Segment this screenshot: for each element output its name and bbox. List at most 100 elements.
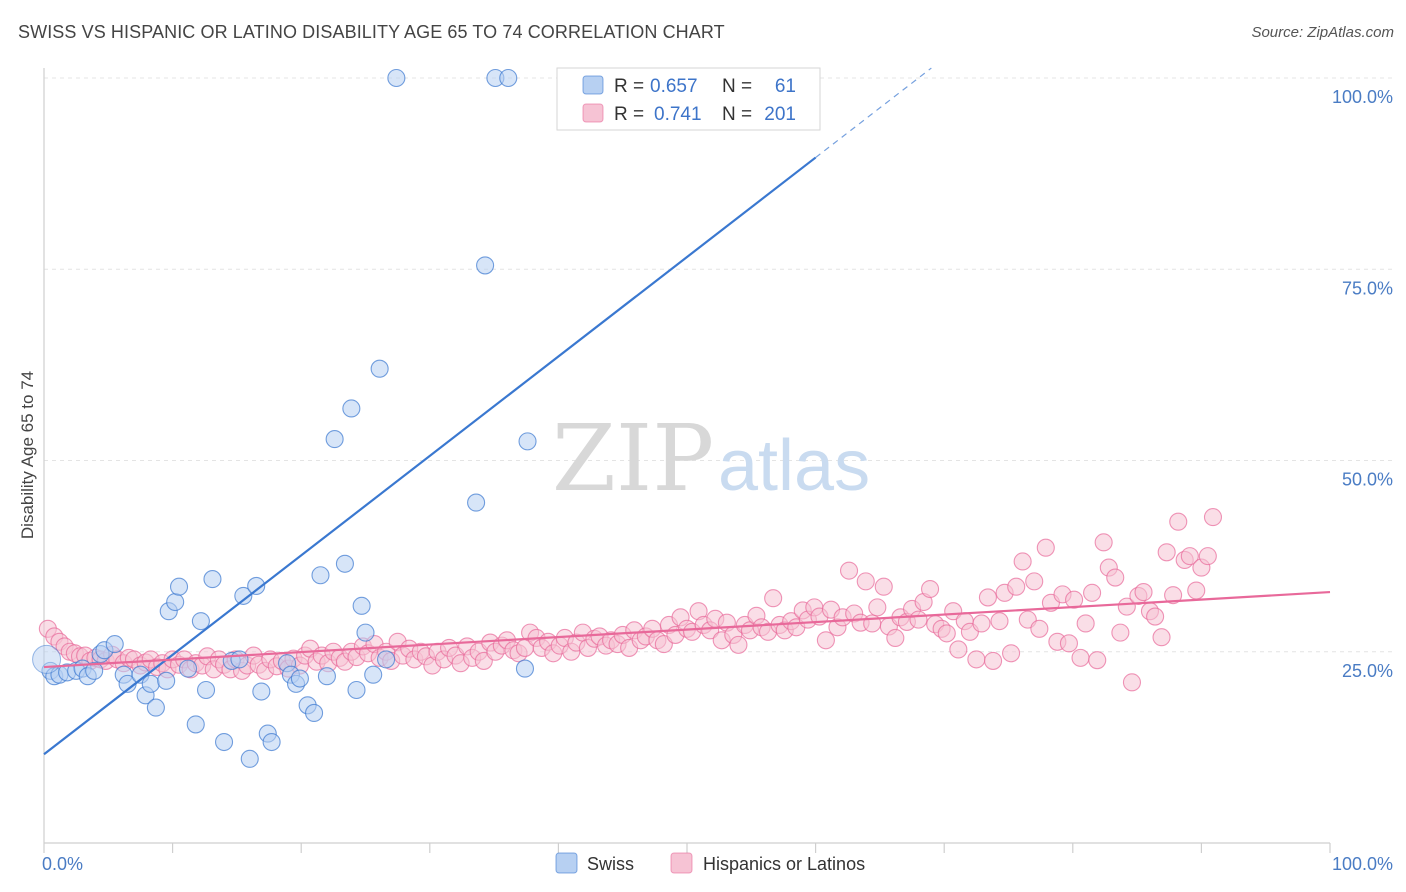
swiss-point-30 bbox=[240, 749, 259, 768]
hispanic-point-166 bbox=[990, 612, 1009, 631]
y-axis-title: Disability Age 65 to 74 bbox=[18, 371, 37, 539]
hispanic-point-196 bbox=[1164, 586, 1183, 605]
hispanic-point-172 bbox=[1025, 572, 1044, 591]
swiss-point-34 bbox=[262, 732, 281, 752]
hispanic-point-152 bbox=[909, 610, 928, 629]
swiss-point-large bbox=[32, 644, 62, 674]
swiss-point-19 bbox=[166, 592, 185, 612]
swiss-point-50 bbox=[370, 359, 389, 378]
hispanic-point-168 bbox=[1002, 644, 1021, 663]
chart-title: SWISS VS HISPANIC OR LATINO DISABILITY A… bbox=[18, 22, 725, 42]
hispanic-point-194 bbox=[1152, 628, 1171, 647]
legend-swiss-swatch bbox=[555, 852, 578, 874]
y-tick-label-3: 100.0% bbox=[1332, 87, 1393, 107]
swiss-point-28 bbox=[230, 650, 249, 669]
y-tick-labels: 25.0% 50.0% 75.0% 100.0% bbox=[1332, 87, 1393, 681]
swiss-point-31 bbox=[247, 576, 266, 596]
swiss-point-23 bbox=[191, 612, 210, 631]
swiss-point-32 bbox=[252, 682, 271, 701]
swiss-point-40 bbox=[305, 703, 324, 723]
legend-hispanic-label: Hispanics or Latinos bbox=[703, 854, 865, 874]
hispanic-point-186 bbox=[1106, 568, 1125, 587]
swiss-point-25 bbox=[203, 570, 222, 589]
swiss-point-51 bbox=[377, 650, 396, 669]
y-tick-label-0: 25.0% bbox=[1342, 661, 1393, 681]
legend-hispanic-swatch bbox=[670, 852, 693, 874]
swiss-point-16 bbox=[146, 698, 165, 717]
swiss-point-29 bbox=[234, 586, 253, 605]
hispanic-point-193 bbox=[1146, 607, 1165, 626]
hispanic-point-164 bbox=[978, 588, 997, 607]
swiss-swatch bbox=[582, 75, 604, 95]
hispanic-point-159 bbox=[949, 640, 968, 659]
hispanic-point-145 bbox=[868, 598, 887, 617]
swiss-point-53 bbox=[467, 493, 486, 512]
hispanic-point-136 bbox=[816, 631, 835, 650]
hispanic-point-173 bbox=[1030, 619, 1049, 638]
swiss-point-38 bbox=[290, 669, 309, 688]
hispanic-point-157 bbox=[937, 624, 956, 643]
swiss-point-7 bbox=[85, 661, 104, 680]
hispanic-point-199 bbox=[1180, 547, 1199, 566]
hispanic-point-140 bbox=[839, 561, 859, 580]
hispanic-point-184 bbox=[1094, 533, 1113, 552]
swiss-point-48 bbox=[356, 623, 375, 642]
hispanic-point-187 bbox=[1111, 623, 1130, 642]
x-tick-label-max: 100.0% bbox=[1332, 854, 1393, 874]
y-tick-label-2: 75.0% bbox=[1342, 278, 1393, 298]
swiss-trend-line bbox=[43, 156, 817, 756]
hispanic-point-182 bbox=[1083, 583, 1102, 602]
swiss-n-value: 61 bbox=[775, 76, 796, 97]
chart-source: Source: ZipAtlas.com bbox=[1251, 24, 1394, 41]
swiss-point-44 bbox=[335, 554, 354, 573]
hispanic-point-178 bbox=[1059, 634, 1078, 653]
hispanic-trend-line bbox=[43, 590, 1331, 669]
y-tick-label-1: 50.0% bbox=[1342, 470, 1393, 490]
watermark-atlas: atlas bbox=[718, 426, 870, 506]
hispanic-n-label: N = bbox=[722, 104, 752, 125]
hispanic-point-143 bbox=[856, 572, 875, 591]
series-legend: Swiss Hispanics or Latinos bbox=[555, 852, 865, 874]
hispanic-point-197 bbox=[1169, 512, 1188, 531]
hispanic-n-value: 201 bbox=[764, 104, 796, 125]
swiss-point-54 bbox=[476, 256, 495, 275]
trend-lines bbox=[43, 67, 1331, 756]
hispanic-point-191 bbox=[1134, 583, 1153, 602]
hispanic-r-label: R = bbox=[614, 104, 644, 125]
swiss-point-17 bbox=[157, 671, 176, 690]
hispanic-point-179 bbox=[1065, 590, 1084, 609]
hispanic-point-154 bbox=[921, 579, 940, 599]
hispanic-point-162 bbox=[967, 650, 986, 669]
hispanic-point-127 bbox=[764, 589, 783, 608]
hispanic-point-158 bbox=[944, 602, 963, 621]
swiss-point-22 bbox=[186, 715, 205, 734]
hispanic-point-188 bbox=[1117, 597, 1136, 616]
hispanic-point-169 bbox=[1007, 577, 1026, 596]
hispanic-point-163 bbox=[972, 614, 991, 633]
swiss-n-label: N = bbox=[722, 76, 752, 97]
hispanic-points bbox=[38, 508, 1223, 692]
hispanic-point-181 bbox=[1076, 614, 1095, 633]
hispanic-point-202 bbox=[1198, 547, 1217, 566]
x-ticks bbox=[43, 843, 1331, 853]
hispanic-point-148 bbox=[886, 628, 905, 648]
swiss-point-41 bbox=[311, 566, 330, 585]
hispanic-point-183 bbox=[1088, 651, 1107, 670]
hispanic-r-value: 0.741 bbox=[654, 104, 702, 125]
hispanic-point-165 bbox=[984, 651, 1003, 670]
hispanic-point-195 bbox=[1157, 543, 1176, 562]
swiss-points bbox=[32, 68, 537, 768]
swiss-r-label: R = bbox=[614, 76, 644, 97]
hispanic-point-146 bbox=[874, 577, 893, 596]
hispanic-swatch bbox=[582, 103, 604, 123]
swiss-point-21 bbox=[178, 659, 198, 678]
x-tick-label-min: 0.0% bbox=[42, 854, 83, 874]
swiss-point-26 bbox=[214, 732, 234, 752]
hispanic-point-121 bbox=[729, 635, 748, 654]
hispanic-point-170 bbox=[1013, 552, 1032, 571]
hispanic-point-174 bbox=[1036, 538, 1055, 557]
hispanic-point-189 bbox=[1122, 673, 1142, 692]
swiss-r-value: 0.657 bbox=[650, 76, 698, 97]
swiss-point-24 bbox=[196, 680, 216, 700]
